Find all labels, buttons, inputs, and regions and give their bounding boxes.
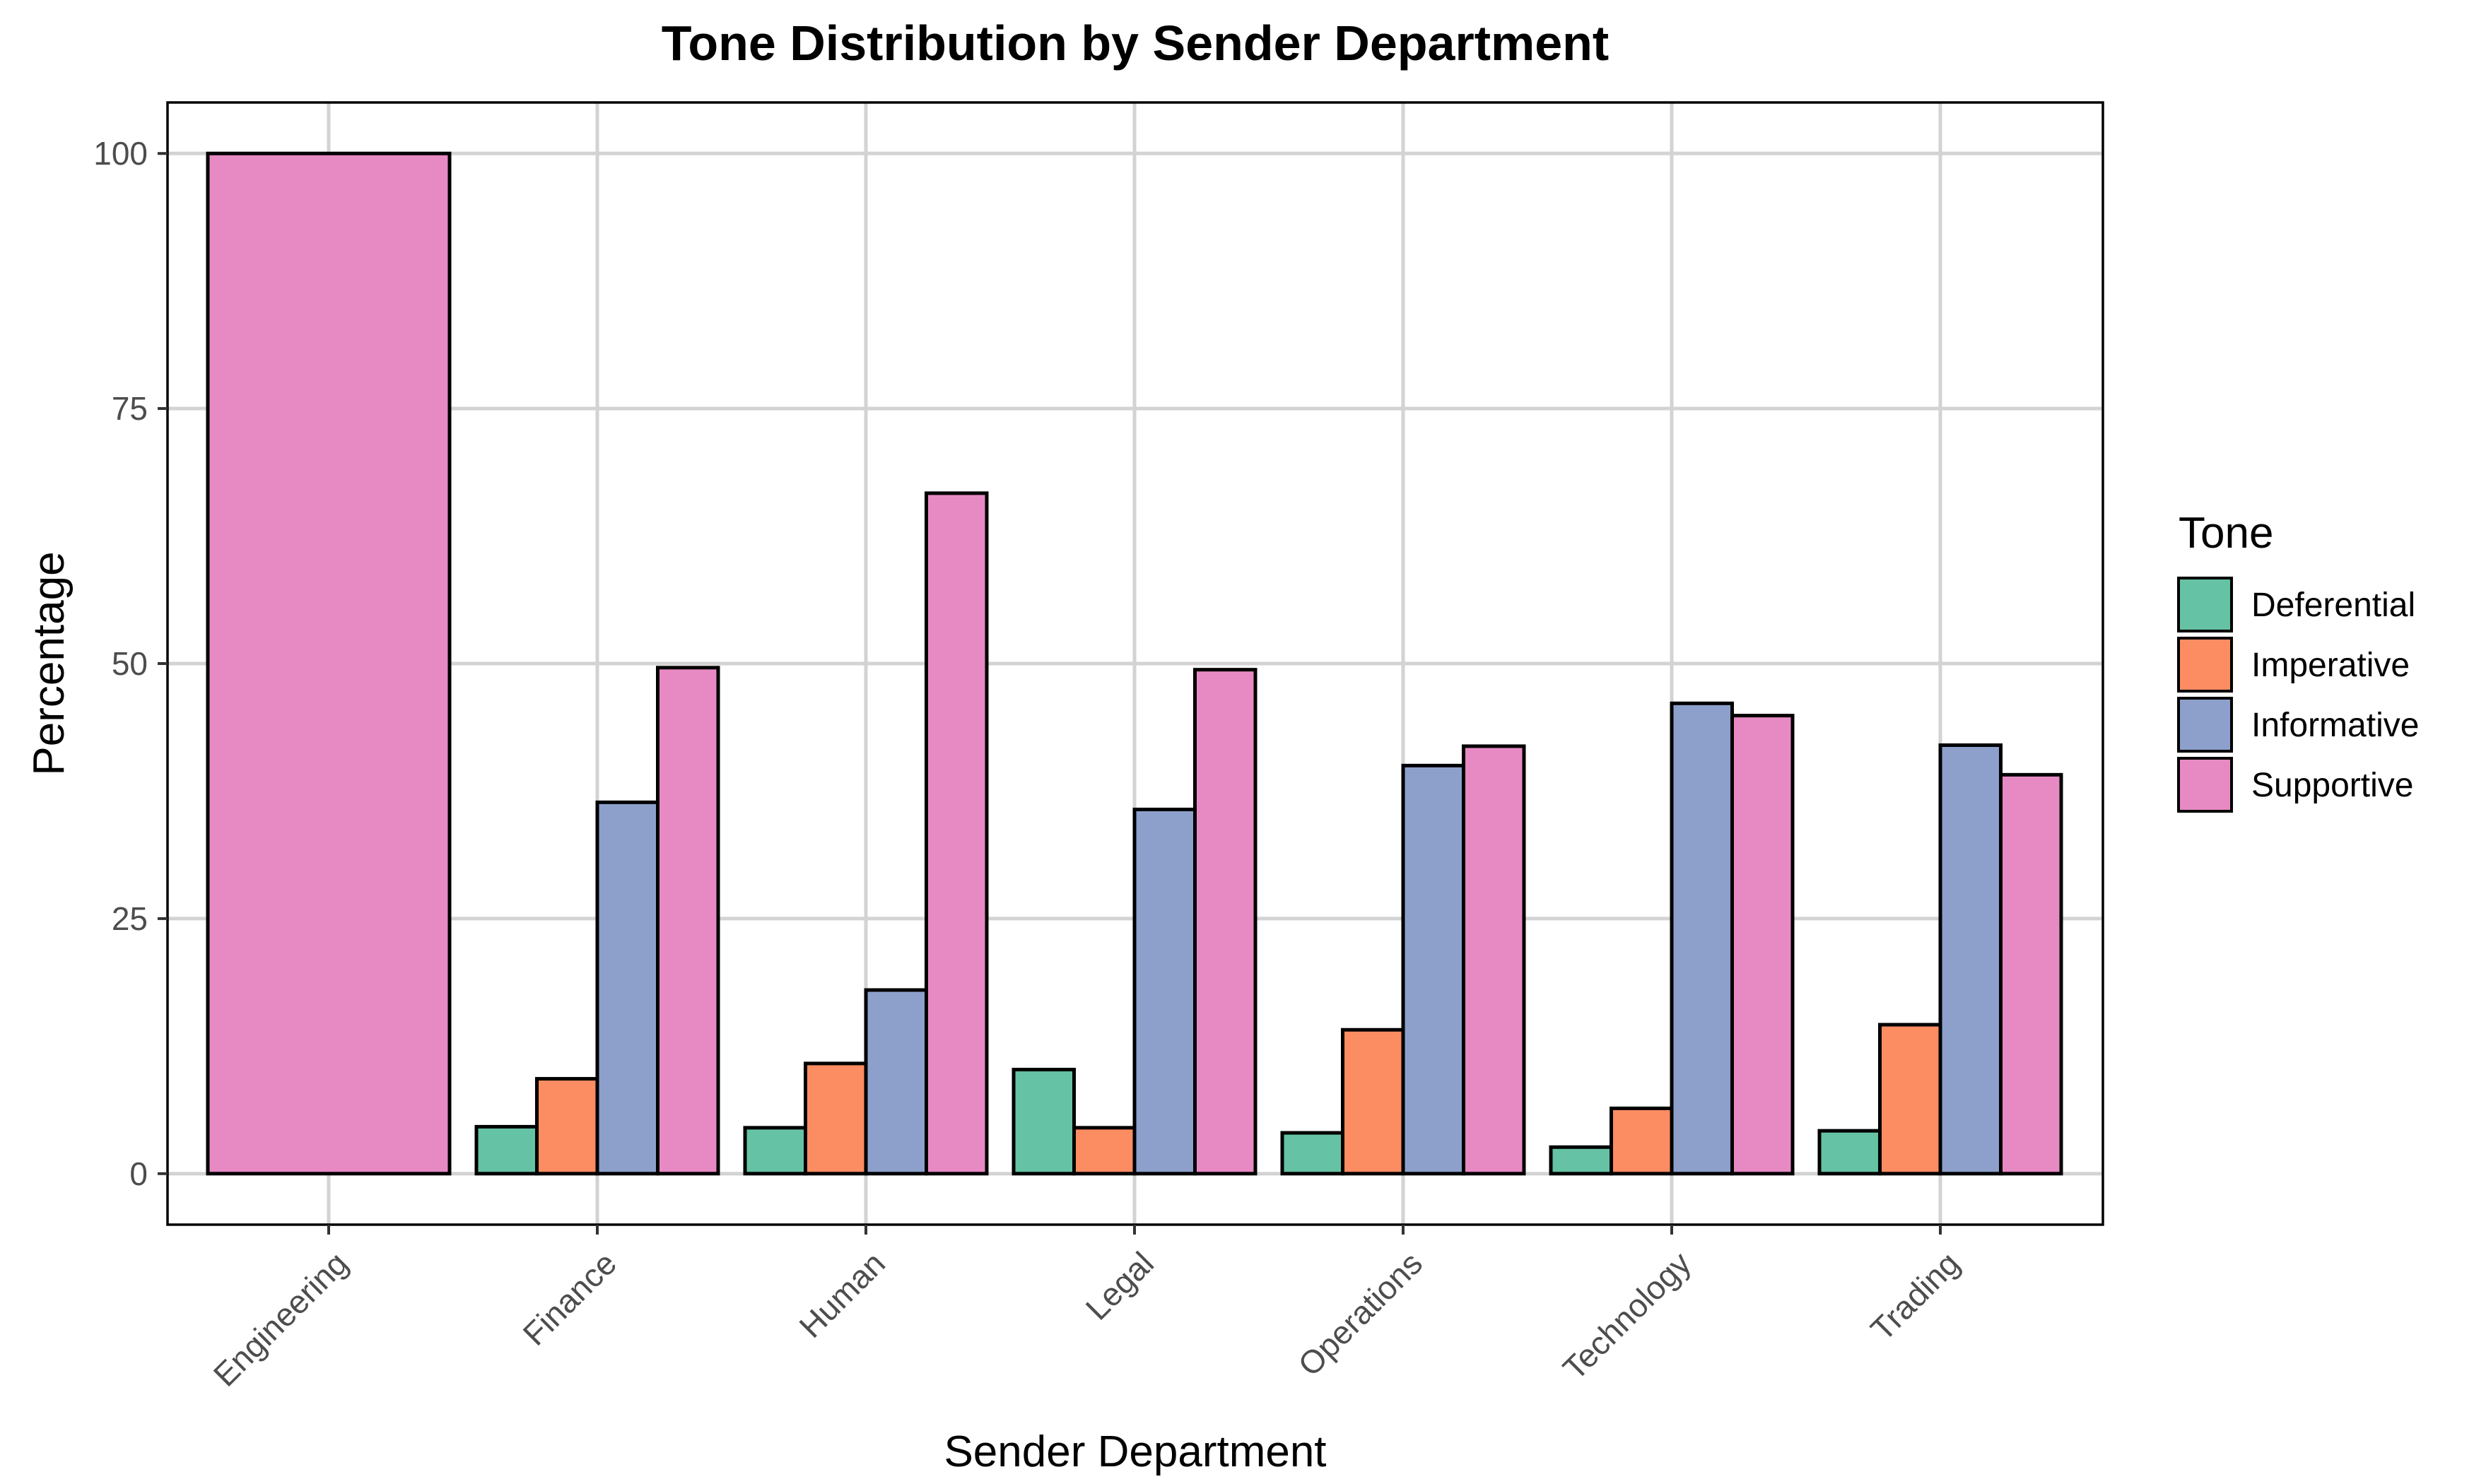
- chart-title: Tone Distribution by Sender Department: [662, 16, 1610, 71]
- y-axis-title: Percentage: [25, 551, 74, 775]
- bar-trading-supportive: [1999, 772, 2063, 1176]
- x-tick-label-legal: Legal: [1079, 1244, 1161, 1326]
- y-tick-label-0: 0: [129, 1155, 148, 1192]
- y-tick-label-100: 100: [93, 135, 148, 172]
- legend-label-informative: Informative: [2251, 707, 2419, 744]
- bar-trading-informative: [1938, 743, 2003, 1176]
- bar-finance-deferential: [474, 1124, 539, 1176]
- legend-key-imperative: [2177, 637, 2233, 693]
- bar-technology-imperative: [1610, 1106, 1674, 1176]
- x-tick-label-operations: Operations: [1291, 1244, 1429, 1383]
- axis-ticks: [158, 152, 1942, 1235]
- bar-legal-supportive: [1193, 668, 1257, 1176]
- legend-label-supportive: Supportive: [2251, 767, 2413, 804]
- y-tick-label-75: 75: [112, 390, 148, 427]
- bar-finance-informative: [595, 800, 659, 1176]
- bar-legal-imperative: [1072, 1126, 1137, 1176]
- x-axis-tick-labels: Engineering Finance Human Legal Operations Te…: [206, 1244, 1966, 1393]
- bar-human-informative: [864, 988, 928, 1176]
- y-tick-label-50: 50: [112, 645, 148, 682]
- bars: [206, 151, 2063, 1176]
- legend: Tone Deferential Imperative Informative Sup…: [2177, 509, 2419, 813]
- legend-title: Tone: [2179, 509, 2273, 558]
- x-tick-label-technology: Technology: [1556, 1244, 1698, 1386]
- legend-items: Deferential Imperative Informative Supporti…: [2177, 577, 2419, 813]
- legend-key-supportive: [2177, 757, 2233, 813]
- bar-legal-informative: [1132, 807, 1197, 1176]
- x-tick-label-finance: Finance: [516, 1244, 623, 1352]
- y-axis-tick-labels: 0 25 50 75 100: [93, 135, 148, 1192]
- bar-technology-informative: [1670, 701, 1734, 1176]
- legend-key-deferential: [2177, 577, 2233, 632]
- bar-legal-deferential: [1012, 1068, 1076, 1176]
- bar-trading-imperative: [1878, 1023, 1942, 1176]
- legend-key-informative: [2177, 697, 2233, 753]
- bar-trading-deferential: [1817, 1129, 1882, 1176]
- bar-operations-imperative: [1341, 1027, 1405, 1176]
- bar-engineering-supportive: [206, 151, 452, 1176]
- bar-technology-deferential: [1549, 1145, 1613, 1176]
- y-tick-label-25: 25: [112, 900, 148, 937]
- bar-operations-informative: [1401, 763, 1465, 1176]
- bar-technology-supportive: [1730, 714, 1795, 1176]
- bar-human-deferential: [743, 1126, 807, 1176]
- legend-label-imperative: Imperative: [2251, 647, 2410, 684]
- bar-operations-supportive: [1462, 744, 1526, 1176]
- bar-finance-imperative: [535, 1077, 599, 1176]
- x-axis-title: Sender Department: [944, 1427, 1326, 1476]
- x-tick-label-human: Human: [792, 1244, 892, 1345]
- legend-label-deferential: Deferential: [2251, 587, 2415, 624]
- bar-human-imperative: [804, 1061, 868, 1176]
- bar-operations-deferential: [1280, 1131, 1344, 1176]
- x-tick-label-trading: Trading: [1863, 1244, 1966, 1348]
- x-tick-label-engineering: Engineering: [206, 1244, 355, 1393]
- bar-finance-supportive: [656, 666, 720, 1176]
- bar-human-supportive: [925, 491, 989, 1176]
